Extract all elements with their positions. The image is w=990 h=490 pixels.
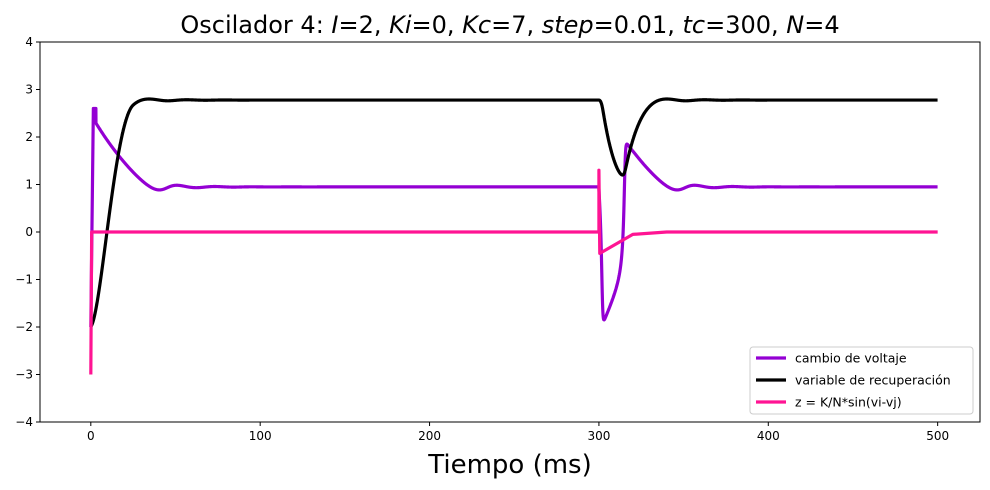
- series-line-coupling: [89, 168, 938, 375]
- title-part: step: [542, 11, 594, 39]
- title-part: tc: [682, 11, 705, 39]
- x-tick-label: 300: [587, 429, 610, 443]
- legend-label: variable de recuperación: [795, 373, 951, 388]
- title-part: I: [331, 11, 338, 39]
- title-part: =7,: [491, 11, 542, 39]
- title-part: Kc: [462, 11, 491, 39]
- y-axis: −4 −3 −2 −1 0 1 2 3 4: [15, 35, 40, 429]
- title-part: =2,: [338, 11, 389, 39]
- title-part: Ki: [389, 11, 412, 39]
- y-tick-label: 3: [25, 83, 33, 97]
- title-part: =0.01,: [594, 11, 683, 39]
- title-part: Oscilador 4:: [180, 11, 331, 39]
- x-tick-label: 0: [87, 429, 95, 443]
- legend-label: cambio de voltaje: [795, 351, 907, 366]
- y-tick-label: −2: [15, 320, 33, 334]
- legend: cambio de voltaje variable de recuperació…: [749, 346, 974, 415]
- x-tick-label: 100: [249, 429, 272, 443]
- x-tick-label: 500: [926, 429, 949, 443]
- y-tick-label: 0: [25, 225, 33, 239]
- series-layer: [89, 97, 940, 375]
- y-tick-label: −4: [15, 415, 33, 429]
- y-tick-label: 1: [25, 178, 33, 192]
- y-tick-label: −1: [15, 273, 33, 287]
- title-part: =0,: [412, 11, 463, 39]
- y-tick-label: 4: [25, 35, 33, 49]
- title-part: N: [786, 11, 804, 39]
- legend-box: [749, 346, 974, 415]
- title-part: =300,: [705, 11, 786, 39]
- title-part: =4: [804, 11, 839, 39]
- legend-label: z = K/N*sin(vi-vj): [795, 395, 902, 410]
- series-line-recovery: [89, 97, 940, 329]
- x-axis: 0 100 200 300 400 500: [87, 422, 949, 443]
- y-tick-label: 2: [25, 130, 33, 144]
- series-line-voltage: [89, 106, 940, 328]
- x-tick-label: 400: [757, 429, 780, 443]
- x-tick-label: 200: [418, 429, 441, 443]
- x-axis-label: Tiempo (ms): [427, 450, 591, 480]
- chart-title: Oscilador 4: I=2, Ki=0, Kc=7, step=0.01,…: [180, 11, 839, 39]
- y-tick-label: −3: [15, 368, 33, 382]
